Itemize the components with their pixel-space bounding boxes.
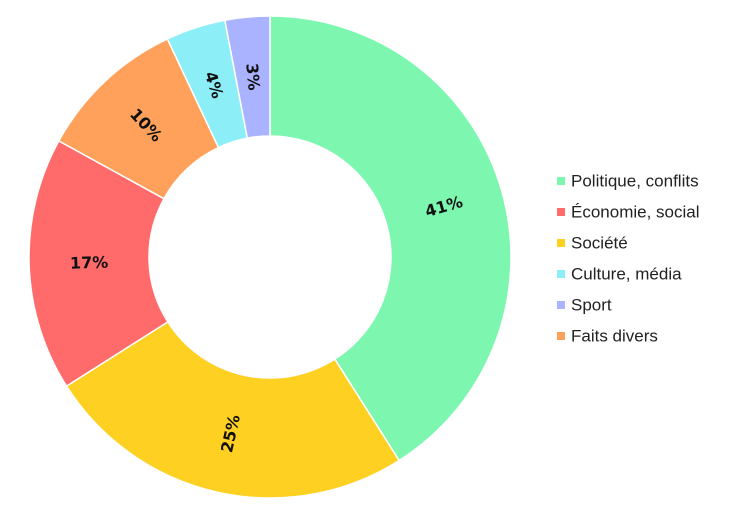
legend-label-sport: Sport xyxy=(571,296,612,315)
slice-societe xyxy=(65,320,401,499)
legend-swatch-faits-divers xyxy=(557,332,565,340)
slice-economie-social xyxy=(28,139,169,388)
legend-swatch-societe xyxy=(557,239,565,247)
legend-swatch-economie-social xyxy=(557,208,565,216)
legend-label-economie-social: Économie, social xyxy=(571,203,700,222)
legend-label-faits-divers: Faits divers xyxy=(571,327,658,346)
legend-label-societe: Société xyxy=(571,234,628,253)
slice-label-economie-social: 17% xyxy=(70,253,109,273)
legend-label-politique-conflits: Politique, conflits xyxy=(571,172,699,191)
legend-swatch-politique-conflits xyxy=(557,177,565,185)
legend: Politique, conflits Économie, social Socié… xyxy=(557,172,700,346)
slice-sport xyxy=(223,15,271,140)
donut-slices xyxy=(28,15,512,499)
legend-swatch-culture-media xyxy=(557,270,565,278)
slice-politique-conflits xyxy=(269,15,512,462)
legend-label-culture-media: Culture, média xyxy=(571,265,682,284)
legend-swatch-sport xyxy=(557,301,565,309)
slice-label-sport: 3% xyxy=(242,62,263,91)
